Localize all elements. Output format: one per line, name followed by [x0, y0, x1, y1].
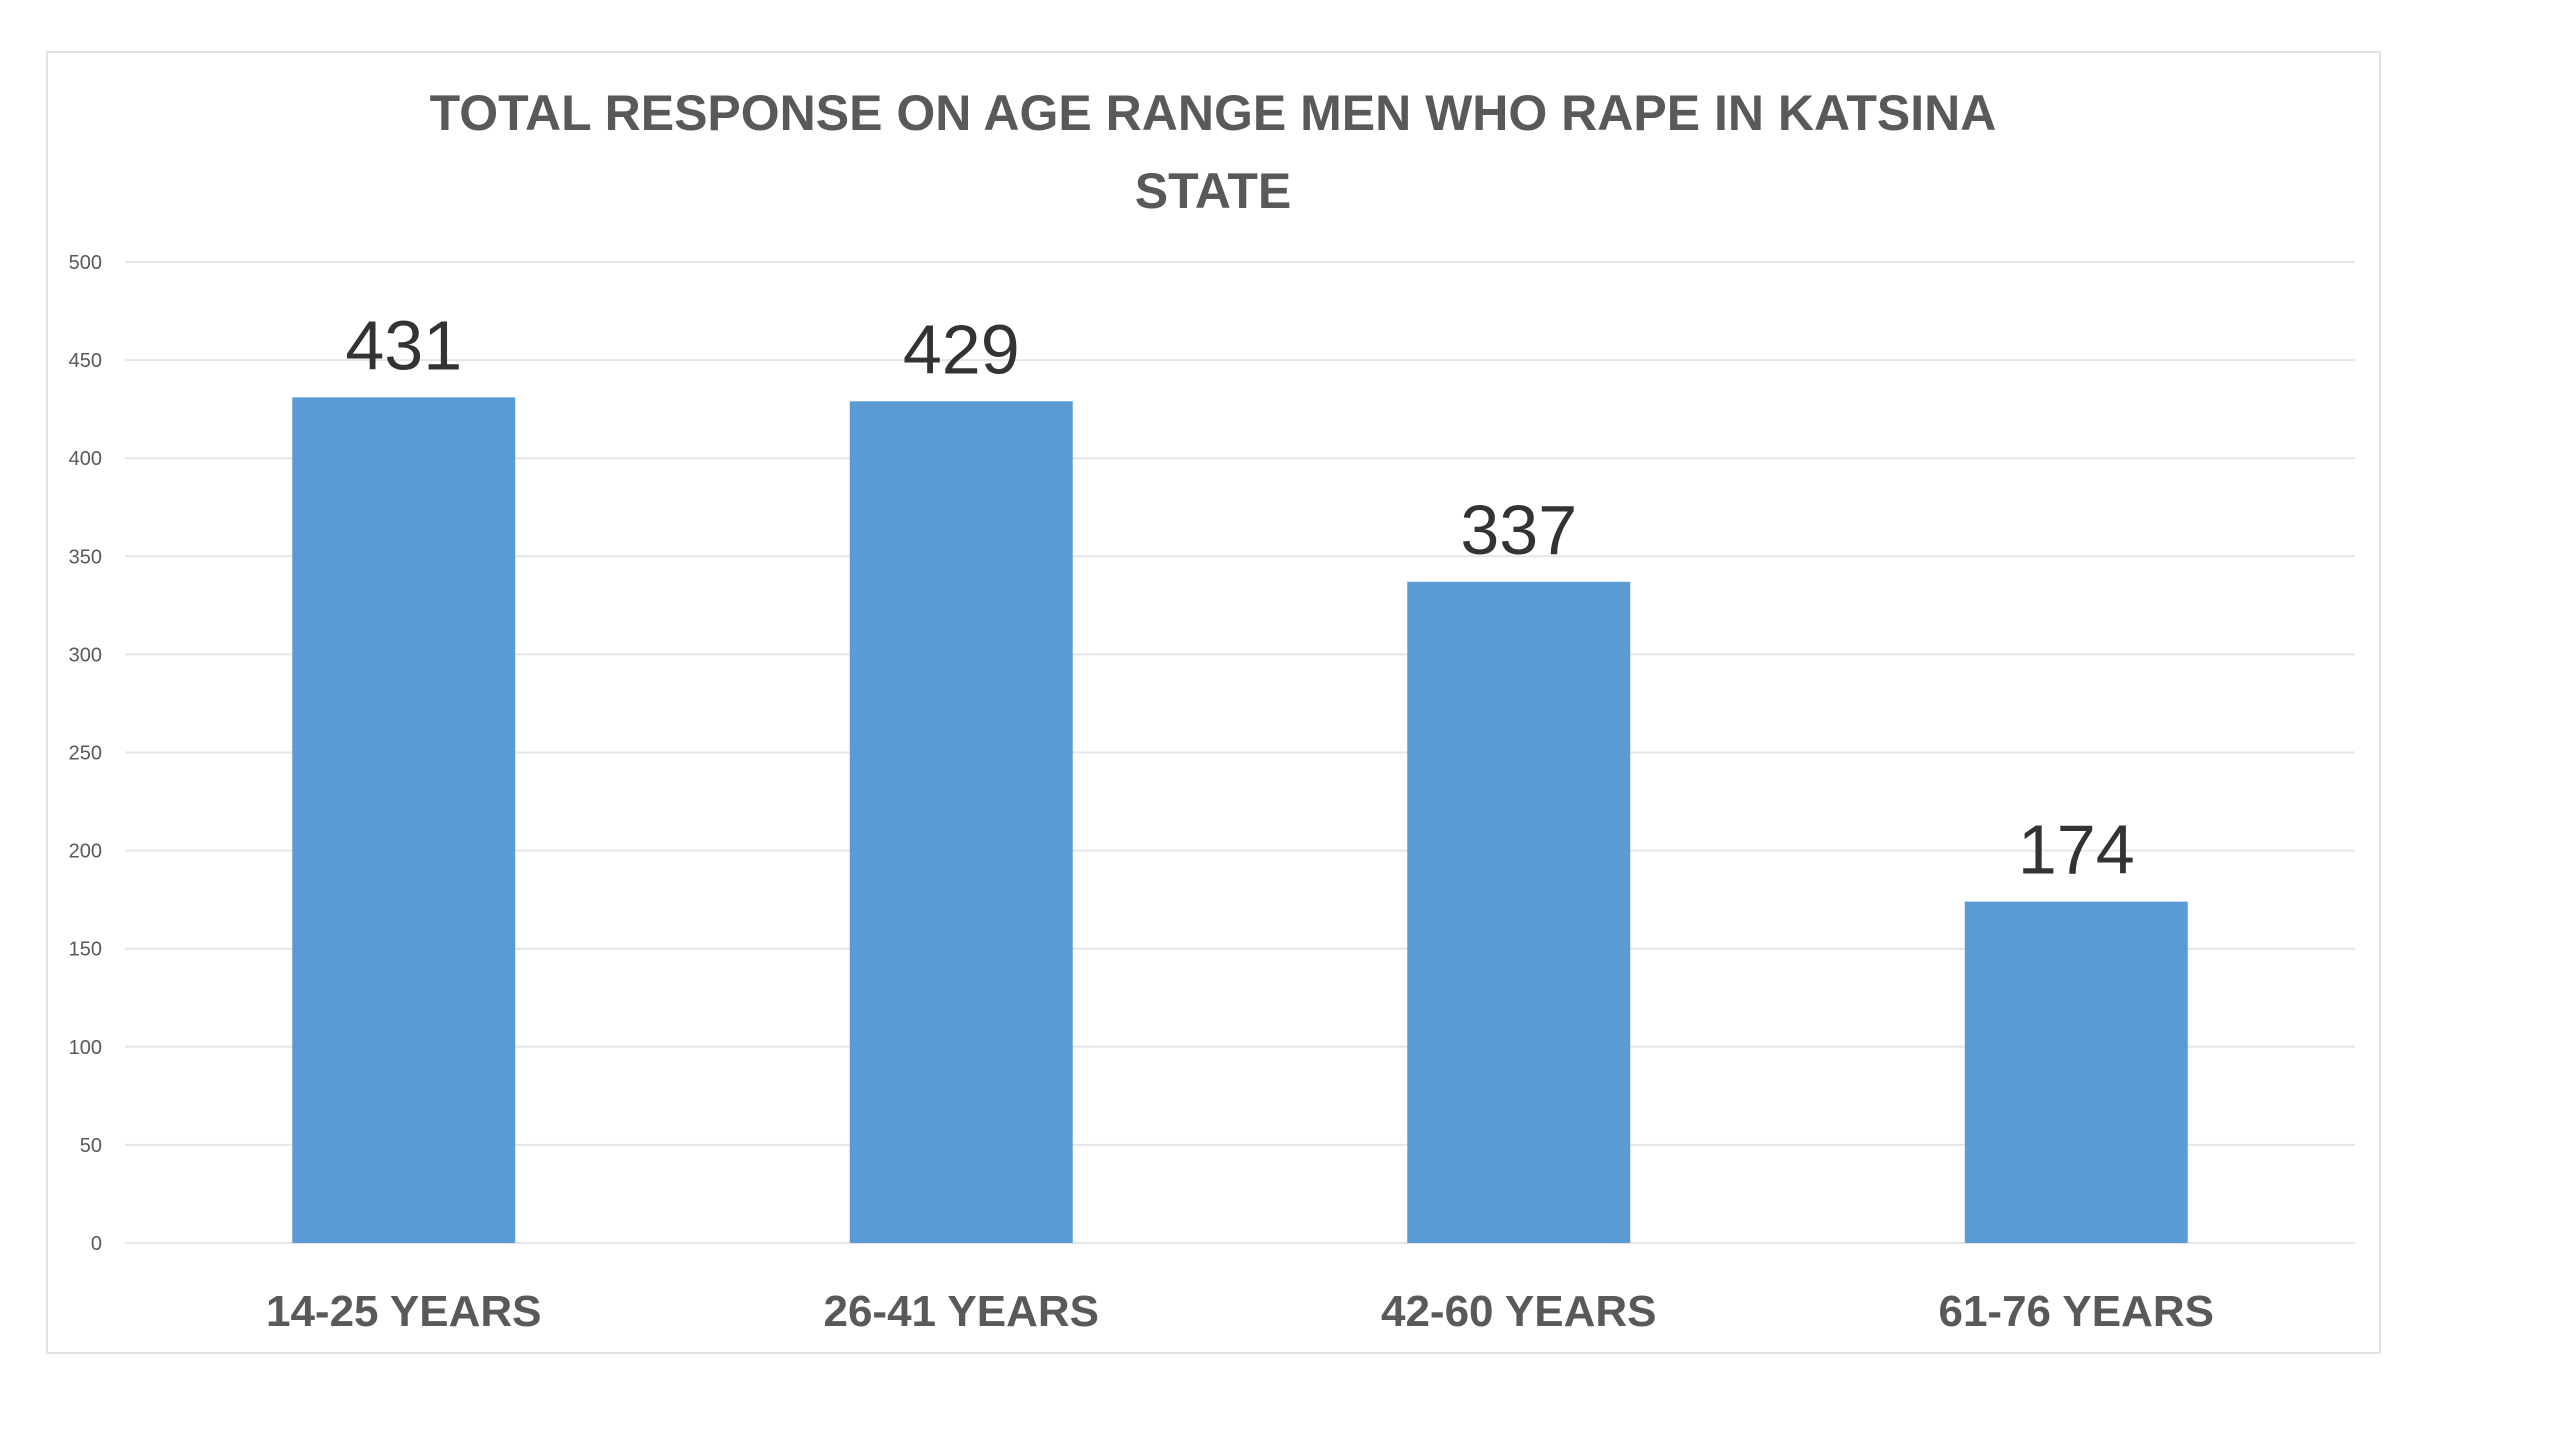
y-tick-label: 0	[91, 1233, 102, 1255]
y-tick-label: 500	[69, 252, 102, 274]
chart-title-line-1: TOTAL RESPONSE ON AGE RANGE MEN WHO RAPE…	[430, 85, 1997, 141]
x-tick-label: 26-41 YEARS	[823, 1287, 1099, 1336]
y-axis-ticks: 0 50 100 150 200 250 300 350 400 450 500	[69, 252, 102, 1255]
y-tick-label: 100	[69, 1037, 102, 1059]
chart-title: TOTAL RESPONSE ON AGE RANGE MEN WHO RAPE…	[430, 85, 1997, 219]
data-label: 429	[903, 310, 1020, 388]
data-labels: 431 429 337 174	[345, 306, 2134, 888]
y-tick-label: 200	[69, 841, 102, 863]
y-tick-label: 150	[69, 939, 102, 961]
data-label: 337	[1460, 491, 1577, 569]
bar	[292, 397, 516, 1243]
x-tick-label: 61-76 YEARS	[1938, 1287, 2214, 1336]
x-tick-label: 14-25 YEARS	[266, 1287, 542, 1336]
bar	[1407, 581, 1631, 1243]
x-axis-ticks: 14-25 YEARS 26-41 YEARS 42-60 YEARS 61-76 Y…	[266, 1287, 2214, 1336]
x-tick-label: 42-60 YEARS	[1381, 1287, 1657, 1336]
y-tick-label: 400	[69, 448, 102, 470]
y-tick-label: 50	[80, 1135, 102, 1157]
chart-title-line-2: STATE	[1135, 163, 1291, 219]
bars	[292, 397, 2188, 1243]
y-tick-label: 250	[69, 743, 102, 765]
y-tick-label: 450	[69, 350, 102, 372]
data-label: 431	[345, 306, 462, 384]
y-tick-label: 350	[69, 546, 102, 568]
bar	[849, 401, 1073, 1243]
y-tick-label: 300	[69, 644, 102, 666]
data-label: 174	[2018, 811, 2135, 889]
bar	[1964, 901, 2188, 1243]
